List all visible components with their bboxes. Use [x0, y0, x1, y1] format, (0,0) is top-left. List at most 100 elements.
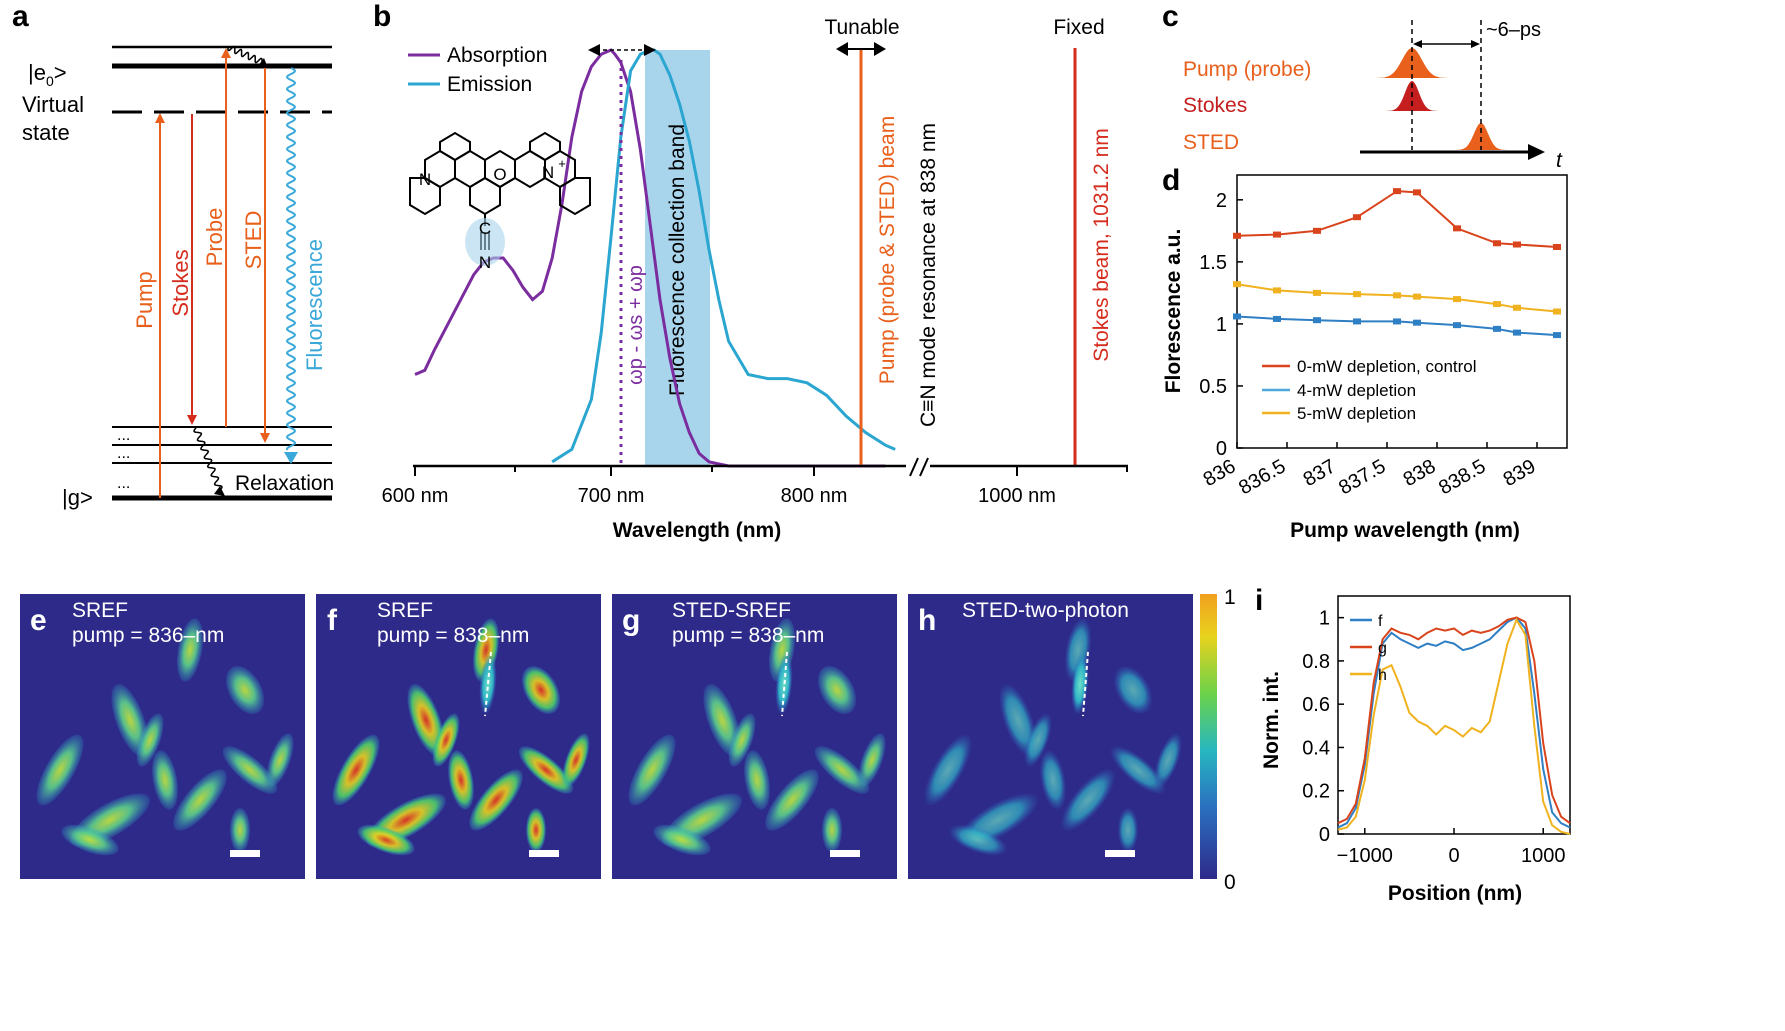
- e-title-2: pump = 836–nm: [72, 624, 224, 647]
- d-series-line-1: [1236, 315, 1558, 337]
- e0-state-label: |e0>: [28, 60, 67, 89]
- d-ytick-label: 0.5: [1199, 376, 1227, 398]
- cell: [818, 666, 856, 714]
- relaxation-wave-bottom: [193, 427, 223, 491]
- cell: [448, 750, 474, 810]
- cell: [1110, 746, 1166, 794]
- panel-b-spectra: b Fluorescence collection band ωp - ωs +…: [373, 0, 1128, 542]
- i-ytick-label: 0.8: [1302, 651, 1330, 673]
- cell: [152, 750, 178, 810]
- relax-arrowhead-top: [258, 58, 268, 68]
- cell: [226, 666, 264, 714]
- b-xtick-700: 700 nm: [578, 485, 645, 507]
- stokes-pulse-label: Stokes: [1183, 94, 1247, 117]
- d-point: [1513, 241, 1521, 248]
- i-ylabel: Norm. int.: [1260, 671, 1283, 769]
- cell: [949, 824, 1007, 856]
- cn-highlight: [465, 218, 505, 266]
- molecule-n-bottom: N: [479, 253, 491, 272]
- g-state-label: |g>: [62, 485, 93, 510]
- panel-label-f: f: [327, 604, 338, 637]
- i-ytick-label: 1: [1319, 608, 1330, 630]
- i-xtick-label: 0: [1448, 845, 1459, 867]
- b-xlabel: Wavelength (nm): [613, 519, 781, 542]
- d-point: [1553, 308, 1561, 315]
- d-point: [1513, 329, 1521, 336]
- i-xtick-label: 1000: [1521, 845, 1566, 867]
- stokes-beam-label: Stokes beam, 1031.2 nm: [1090, 128, 1113, 361]
- cell: [522, 666, 560, 714]
- d-frame: [1236, 174, 1568, 449]
- i-series-h: [1337, 617, 1571, 835]
- d-point: [1413, 189, 1421, 196]
- d-xlabel: Pump wavelength (nm): [1290, 519, 1520, 542]
- d-point: [1453, 322, 1461, 329]
- panel-label-h: h: [918, 604, 936, 637]
- cell: [526, 808, 546, 852]
- i-plot-area: 0 0.2 0.4 0.6 0.8 1 −1000 0 1000 fgh: [1302, 595, 1571, 867]
- panel-i-chart: i 0 0.2 0.4 0.6 0.8 1 −1000 0 1000 fgh Norm. int.…: [1255, 584, 1571, 905]
- panel-c-pulses: c Pump (probe) Stokes STED ~6–ps t: [1162, 0, 1563, 172]
- sted-pulse-label: STED: [1183, 131, 1239, 154]
- d-point: [1273, 315, 1281, 322]
- panel-label-b: b: [373, 0, 391, 33]
- d-point: [1353, 291, 1361, 298]
- pump-beam-label: Pump (probe & STED) beam: [876, 116, 899, 384]
- d-point: [1453, 296, 1461, 303]
- d-xtick-label: 836.5: [1235, 455, 1289, 499]
- dots-2: ...: [117, 445, 130, 462]
- cell: [230, 808, 250, 852]
- delay-arrowhead-right: [1471, 40, 1480, 48]
- cell: [136, 713, 164, 767]
- scale-bar-h: [1105, 850, 1135, 857]
- profile-line-f: [484, 651, 492, 717]
- d-ytick-label: 2: [1216, 190, 1227, 212]
- time-label: t: [1556, 149, 1563, 172]
- b-xtick-600: 600 nm: [382, 485, 449, 507]
- pump-label: Pump: [132, 271, 157, 328]
- d-point: [1233, 313, 1241, 320]
- probe-label: Probe: [202, 208, 227, 267]
- d-xtick-label: 837: [1300, 455, 1340, 491]
- scale-bar-g: [830, 850, 860, 857]
- colorbar-max: 1: [1224, 586, 1236, 609]
- profile-line-g: [781, 651, 788, 717]
- cell: [1154, 733, 1182, 787]
- cn-resonance-label: C≡N mode resonance at 838 nm: [917, 123, 940, 427]
- dots-1: ...: [117, 427, 130, 444]
- d-series-line-2: [1236, 283, 1558, 313]
- d-point: [1313, 289, 1321, 296]
- cell: [822, 808, 842, 852]
- g-title-1: STED-SREF: [672, 599, 791, 622]
- molecule-c: C: [479, 219, 491, 238]
- sted-label: STED: [241, 211, 266, 270]
- d-point: [1493, 301, 1501, 308]
- molecule-o: O: [493, 165, 506, 184]
- relaxation-label: Relaxation: [235, 472, 334, 495]
- b-xtick-1000: 1000 nm: [978, 485, 1056, 507]
- cell: [1114, 666, 1152, 714]
- ring-bottom-right: [559, 177, 591, 216]
- ring-top-left: [439, 131, 471, 162]
- d-point: [1233, 281, 1241, 288]
- cell: [357, 824, 415, 856]
- cell: [222, 746, 278, 794]
- d-legend-label-1: 4-mW depletion: [1297, 381, 1416, 400]
- cell: [728, 713, 756, 767]
- molecule-n-right: N: [542, 163, 554, 182]
- d-ytick-label: 1: [1216, 314, 1227, 336]
- i-legend-label-f: f: [1378, 613, 1383, 630]
- pump-probe-label: Pump (probe): [1183, 58, 1311, 81]
- time-axis-arrowhead: [1528, 144, 1545, 160]
- b-series-emission: [551, 48, 896, 464]
- i-ytick-label: 0.4: [1302, 737, 1330, 759]
- d-point: [1393, 318, 1401, 325]
- i-ytick-label: 0.6: [1302, 694, 1330, 716]
- tunable-arrowhead-right: [874, 42, 886, 56]
- i-xlabel: Position (nm): [1388, 882, 1522, 905]
- dots-3: ...: [117, 475, 130, 492]
- cell: [765, 769, 819, 831]
- d-series-line-0: [1236, 190, 1558, 248]
- molecule-plus: +: [558, 156, 566, 171]
